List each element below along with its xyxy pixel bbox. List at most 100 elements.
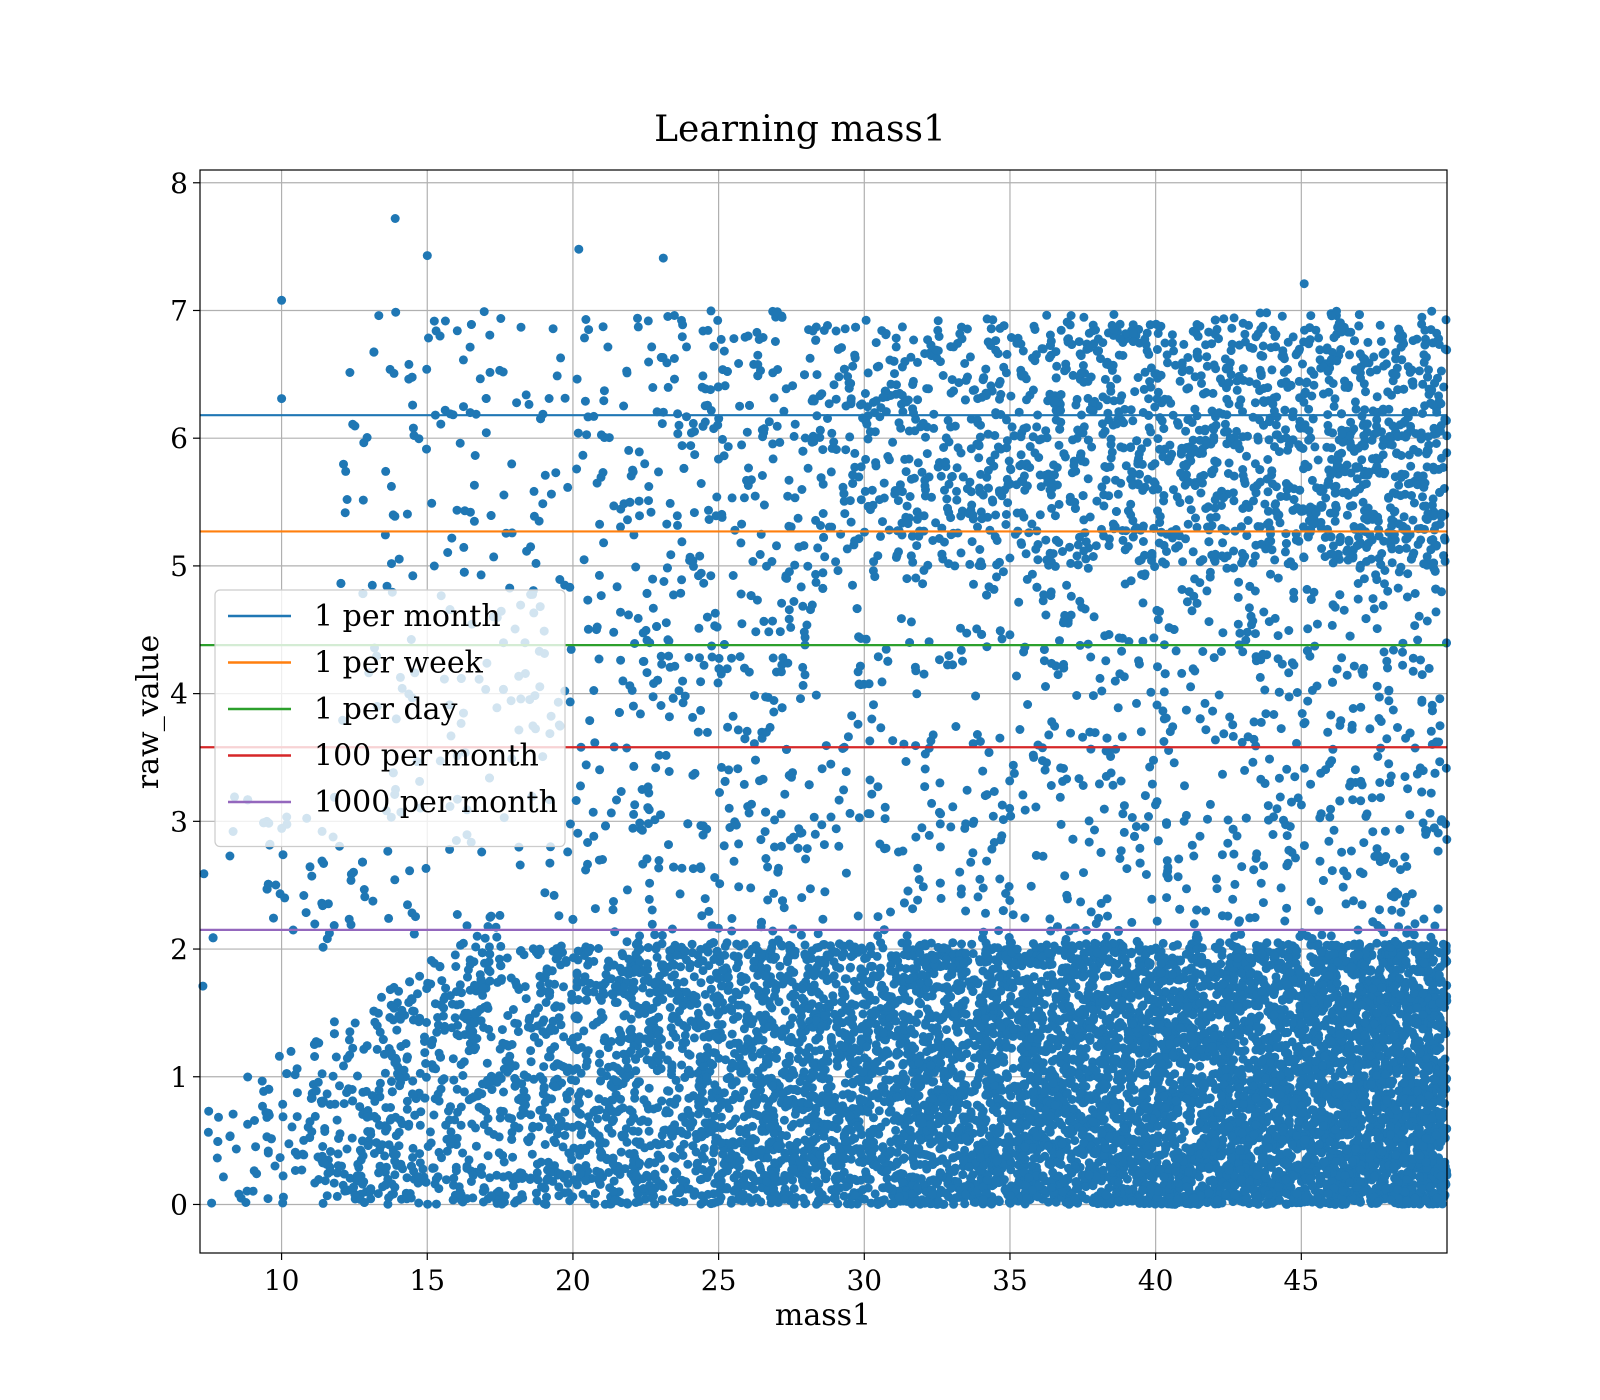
scatter-point <box>394 1072 404 1082</box>
scatter-point <box>789 1184 799 1194</box>
scatter-point <box>493 977 502 987</box>
scatter-point <box>530 1008 540 1018</box>
scatter-point <box>558 1142 568 1152</box>
scatter-point <box>966 1087 976 1097</box>
scatter-point <box>385 985 395 995</box>
scatter-point <box>861 1138 871 1148</box>
scatter-point <box>1330 1072 1340 1082</box>
scatter-point <box>263 1194 273 1204</box>
scatter-point <box>559 982 568 992</box>
scatter-point <box>1005 969 1015 978</box>
scatter-point <box>532 1168 542 1178</box>
scatter-point <box>353 1159 363 1169</box>
scatter-point <box>1070 1136 1080 1146</box>
scatter-point <box>441 983 451 993</box>
scatter-point <box>420 1037 429 1046</box>
scatter-point <box>665 1040 675 1050</box>
scatter-point <box>862 953 871 963</box>
scatter-point <box>576 1130 586 1140</box>
scatter-point <box>520 982 530 992</box>
scatter-point <box>540 1140 550 1149</box>
scatter-point <box>609 1176 619 1186</box>
scatter-point <box>503 1011 513 1020</box>
scatter-point <box>790 999 800 1009</box>
scatter-point <box>660 1164 669 1174</box>
scatter-point <box>344 1035 354 1045</box>
scatter-point <box>1266 1058 1275 1068</box>
scatter-point <box>278 1171 288 1181</box>
scatter-point <box>840 974 850 984</box>
scatter-point <box>858 1009 868 1019</box>
scatter-point <box>1372 938 1382 948</box>
scatter-point <box>231 1144 241 1154</box>
scatter-point <box>425 1127 435 1137</box>
scatter-point <box>1173 940 1182 950</box>
scatter-point <box>432 1027 442 1037</box>
scatter-point <box>683 1159 693 1169</box>
scatter-point <box>284 1139 294 1149</box>
scatter-point <box>665 1003 675 1012</box>
scatter-point <box>313 1077 323 1087</box>
scatter-point <box>464 1155 474 1165</box>
scatter-point <box>375 1078 385 1088</box>
scatter-point <box>554 1182 564 1192</box>
scatter-point <box>670 970 679 980</box>
points-layer <box>198 214 1452 1209</box>
scatter-point <box>423 1199 433 1209</box>
scatter-point <box>709 1148 719 1158</box>
chart-title: Learning mass1 <box>654 109 946 150</box>
scatter-point <box>573 1032 583 1042</box>
scatter-point <box>885 1060 895 1070</box>
scatter-point <box>968 949 978 959</box>
scatter-point <box>796 1028 806 1038</box>
scatter-point <box>526 1057 536 1067</box>
scatter-point <box>278 1099 288 1109</box>
scatter-point <box>355 1102 365 1112</box>
scatter-point <box>274 1051 284 1061</box>
scatter-point <box>571 1076 581 1086</box>
scatter-point <box>249 1166 259 1176</box>
scatter-point <box>519 1086 529 1096</box>
scatter-point <box>482 1058 492 1068</box>
scatter-point <box>339 1099 349 1109</box>
scatter-point <box>523 1022 533 1032</box>
scatter-point <box>332 1191 342 1201</box>
scatter-point <box>1110 965 1120 975</box>
scatter-point <box>785 1140 794 1150</box>
scatter-point <box>1306 952 1316 962</box>
scatter-point <box>345 1027 355 1037</box>
scatter-point <box>532 1196 542 1206</box>
scatter-point <box>727 1029 737 1039</box>
scatter-point <box>333 1149 343 1159</box>
scatter-point <box>644 1083 654 1093</box>
scatter-point <box>942 1025 951 1035</box>
scatter-point <box>1103 971 1113 981</box>
scatter-point <box>563 1179 573 1188</box>
scatter-point <box>560 1130 570 1140</box>
scatter-point <box>525 1175 535 1184</box>
scatter-point <box>541 998 551 1007</box>
scatter-point <box>689 972 699 982</box>
scatter-point <box>447 999 457 1009</box>
scatter-point <box>788 1013 798 1023</box>
scatter-point <box>414 1198 424 1208</box>
scatter-point <box>380 1151 390 1161</box>
scatter-point <box>779 1115 789 1125</box>
scatter-point <box>471 942 481 952</box>
scatter-point <box>678 1150 688 1160</box>
scatter-point <box>710 1111 719 1121</box>
scatter-point <box>576 1043 586 1052</box>
scatter-point <box>310 1052 320 1061</box>
scatter-point <box>575 1098 584 1108</box>
scatter-point <box>524 1137 534 1147</box>
scatter-point <box>243 1072 253 1082</box>
scatter-point <box>840 1078 850 1088</box>
scatter-point <box>1198 991 1208 1001</box>
scatter-point <box>212 1153 222 1163</box>
scatter-point <box>347 1133 357 1143</box>
scatter-point <box>486 1032 496 1042</box>
scatter-point <box>458 1148 468 1158</box>
scatter-point <box>402 1104 412 1114</box>
scatter-point <box>497 1025 507 1035</box>
scatter-point <box>657 1195 667 1205</box>
